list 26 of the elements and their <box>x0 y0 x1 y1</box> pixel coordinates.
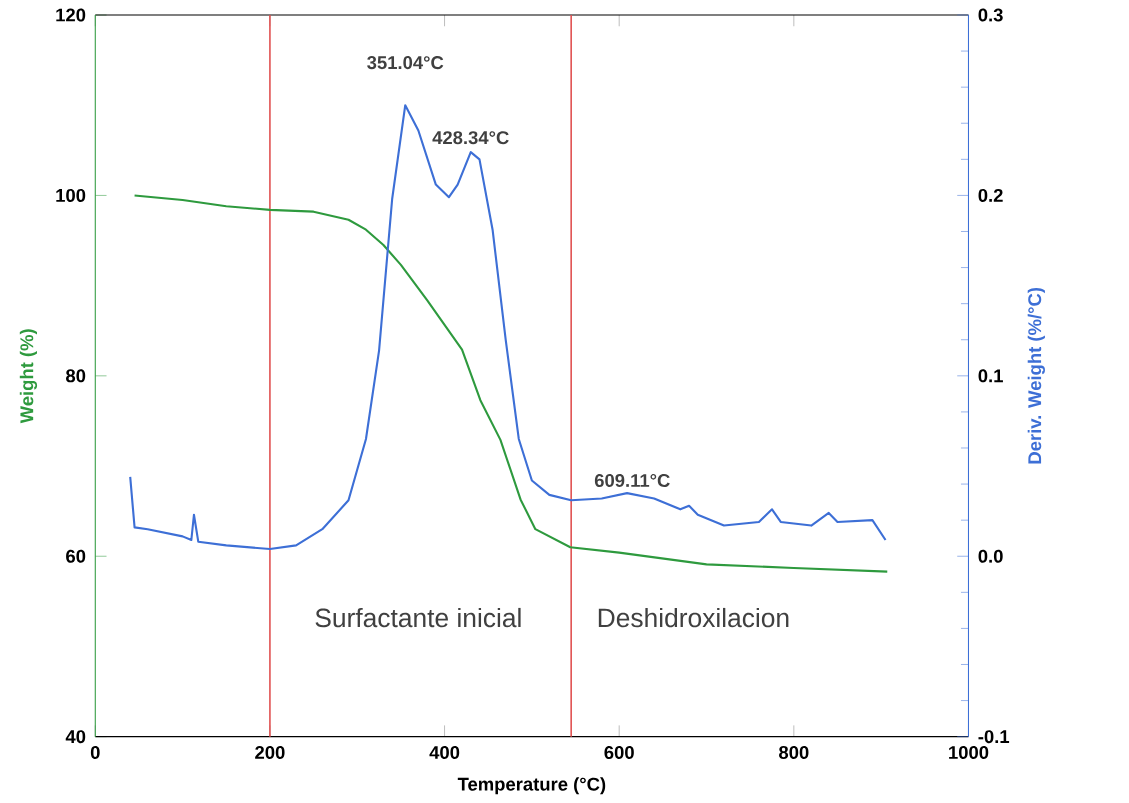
line-series <box>133 194 889 573</box>
annotation: Deshidroxilacion <box>598 607 789 628</box>
x-tick-label: 400 <box>429 745 460 759</box>
x-tick-label: 0 <box>90 745 100 759</box>
x-axis-title: Temperature (°C) <box>457 776 606 795</box>
annotation: Surfactante inicial <box>315 607 521 628</box>
x-tick-label: 1000 <box>949 745 989 759</box>
y2-tick-label: 0.1 <box>978 369 1003 383</box>
x-tick-label: 800 <box>779 745 809 759</box>
y2-tick-label: 0.3 <box>978 8 1003 22</box>
annotation: 609.11°C <box>594 473 670 487</box>
x-tick-label: 200 <box>255 745 285 759</box>
y2-tick-label: 0.2 <box>978 188 1003 202</box>
annotation: 428.34°C <box>432 130 509 145</box>
y-tick-label: 60 <box>66 549 86 563</box>
annotation: 351.04°C <box>367 55 444 69</box>
y2-tick-label: -0.1 <box>978 729 1010 743</box>
y2-axis-title: Deriv. Weight (%/°C) <box>1027 287 1045 464</box>
y-axis-title: Weight (%) <box>19 329 38 424</box>
line-series <box>129 103 887 550</box>
x-tick-label: 600 <box>604 745 634 759</box>
y-tick-label: 100 <box>56 188 86 202</box>
y-tick-label: 120 <box>56 8 86 22</box>
y-tick-label: 80 <box>66 369 86 383</box>
y2-tick-label: 0.0 <box>978 549 1003 563</box>
y-tick-label: 40 <box>65 729 86 743</box>
